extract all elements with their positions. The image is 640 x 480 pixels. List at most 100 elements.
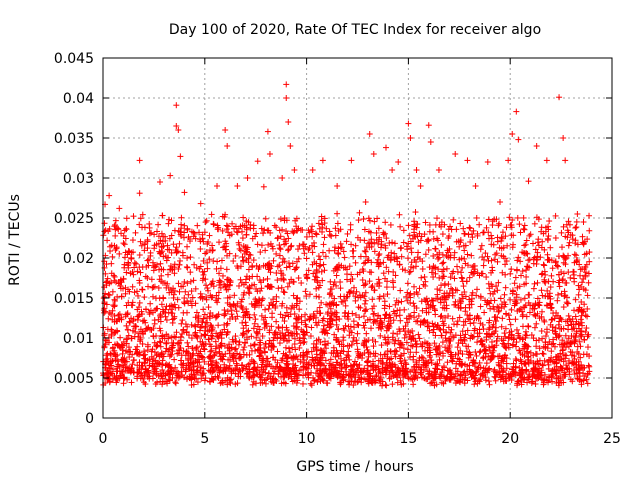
data-point xyxy=(573,252,580,259)
data-point xyxy=(139,224,146,231)
data-point xyxy=(573,218,580,225)
data-point xyxy=(570,268,577,275)
data-point xyxy=(482,347,489,354)
data-point xyxy=(208,335,215,342)
data-point xyxy=(502,261,509,268)
data-point xyxy=(382,219,389,226)
data-point xyxy=(348,241,355,248)
data-point xyxy=(242,319,249,326)
data-point xyxy=(215,322,222,329)
data-point xyxy=(111,273,118,280)
data-point xyxy=(277,246,284,253)
data-point xyxy=(438,379,445,386)
data-point xyxy=(481,309,488,316)
data-point xyxy=(522,241,529,248)
data-point xyxy=(237,247,244,254)
data-point xyxy=(244,175,251,181)
data-point xyxy=(109,253,116,260)
data-point xyxy=(451,321,458,328)
data-point xyxy=(344,271,351,278)
data-point xyxy=(337,285,344,292)
data-point xyxy=(400,227,407,234)
data-point xyxy=(506,214,513,221)
data-point xyxy=(258,242,265,249)
data-point xyxy=(468,252,475,259)
data-point xyxy=(108,326,115,333)
data-point xyxy=(181,294,188,301)
y-tick-label: 0.015 xyxy=(54,291,94,307)
data-point xyxy=(334,183,341,189)
data-point xyxy=(352,242,359,249)
data-point xyxy=(517,229,524,236)
data-point xyxy=(136,299,143,306)
data-point xyxy=(485,216,492,223)
data-point xyxy=(191,261,198,268)
data-point xyxy=(170,241,177,248)
data-point xyxy=(180,309,187,316)
data-point xyxy=(458,274,465,281)
data-point xyxy=(347,221,354,228)
data-point xyxy=(149,293,156,300)
data-point xyxy=(538,328,545,335)
data-point xyxy=(499,315,506,322)
data-point xyxy=(257,249,264,256)
data-point xyxy=(260,183,267,190)
data-point xyxy=(239,235,246,242)
data-point xyxy=(139,286,146,293)
data-point xyxy=(521,226,528,233)
y-tick-label: 0.045 xyxy=(54,51,94,67)
data-point xyxy=(555,253,562,260)
data-point xyxy=(250,257,257,264)
data-point xyxy=(157,260,164,267)
data-point xyxy=(425,236,432,243)
data-point xyxy=(421,273,428,280)
data-point xyxy=(350,253,357,260)
data-point xyxy=(520,214,527,221)
data-point xyxy=(566,239,573,246)
data-point xyxy=(279,175,286,181)
data-point xyxy=(559,244,566,251)
data-point xyxy=(173,102,180,109)
data-point xyxy=(562,157,569,164)
data-point xyxy=(532,350,539,357)
data-point xyxy=(117,334,124,341)
data-point xyxy=(315,253,322,260)
data-point xyxy=(214,258,221,265)
data-point xyxy=(321,234,328,241)
data-point xyxy=(304,274,311,281)
data-point xyxy=(398,244,405,251)
data-point xyxy=(313,285,320,292)
data-point xyxy=(555,291,562,298)
data-point xyxy=(477,246,484,253)
data-point xyxy=(167,262,174,269)
data-point xyxy=(544,251,551,258)
data-point xyxy=(513,326,520,333)
data-point xyxy=(584,380,591,387)
data-point xyxy=(148,276,155,283)
data-point xyxy=(473,214,480,221)
data-point xyxy=(416,285,423,292)
data-point xyxy=(129,237,136,244)
data-point xyxy=(438,241,445,248)
data-point xyxy=(464,157,471,164)
data-point xyxy=(547,284,554,291)
data-point xyxy=(112,246,119,253)
data-point xyxy=(155,284,162,291)
data-point xyxy=(373,229,380,236)
data-point xyxy=(319,249,326,256)
data-point xyxy=(136,190,143,197)
data-point xyxy=(204,265,211,272)
data-point xyxy=(543,157,550,164)
data-point xyxy=(315,220,322,227)
data-point xyxy=(360,313,367,320)
data-point xyxy=(434,286,441,293)
data-point xyxy=(223,266,230,273)
x-axis-label: GPS time / hours xyxy=(296,459,413,475)
data-point xyxy=(101,220,108,227)
data-point xyxy=(258,285,265,292)
data-point xyxy=(141,241,148,248)
data-point xyxy=(577,343,584,350)
data-point xyxy=(390,284,397,291)
y-tick-labels: 0 0.005 0.01 0.015 0.02 0.025 0.03 0.035 0.04 0.0… xyxy=(54,51,94,427)
data-point xyxy=(356,209,363,216)
